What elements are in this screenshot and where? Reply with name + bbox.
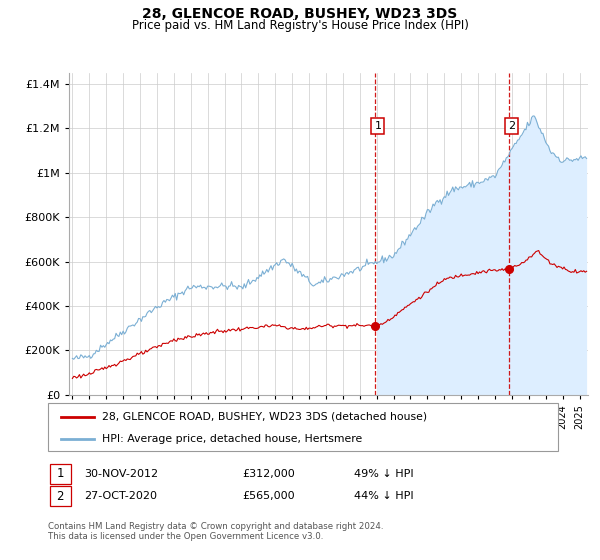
Text: This data is licensed under the Open Government Licence v3.0.: This data is licensed under the Open Gov… [48,532,323,541]
Text: 28, GLENCOE ROAD, BUSHEY, WD23 3DS: 28, GLENCOE ROAD, BUSHEY, WD23 3DS [142,7,458,21]
Text: 44% ↓ HPI: 44% ↓ HPI [354,491,413,501]
FancyBboxPatch shape [50,486,71,506]
FancyBboxPatch shape [50,464,71,484]
Text: 30-NOV-2012: 30-NOV-2012 [84,469,158,479]
Text: 28, GLENCOE ROAD, BUSHEY, WD23 3DS (detached house): 28, GLENCOE ROAD, BUSHEY, WD23 3DS (deta… [101,412,427,422]
Text: Price paid vs. HM Land Registry's House Price Index (HPI): Price paid vs. HM Land Registry's House … [131,19,469,32]
FancyBboxPatch shape [48,403,558,451]
Text: 49% ↓ HPI: 49% ↓ HPI [354,469,413,479]
Text: 2: 2 [508,121,515,131]
Text: Contains HM Land Registry data © Crown copyright and database right 2024.: Contains HM Land Registry data © Crown c… [48,522,383,531]
Text: £565,000: £565,000 [242,491,295,501]
Text: 1: 1 [374,121,382,131]
Text: 2: 2 [56,489,64,503]
Text: HPI: Average price, detached house, Hertsmere: HPI: Average price, detached house, Hert… [101,434,362,444]
Text: 27-OCT-2020: 27-OCT-2020 [84,491,157,501]
Text: £312,000: £312,000 [242,469,295,479]
Text: 1: 1 [56,467,64,480]
